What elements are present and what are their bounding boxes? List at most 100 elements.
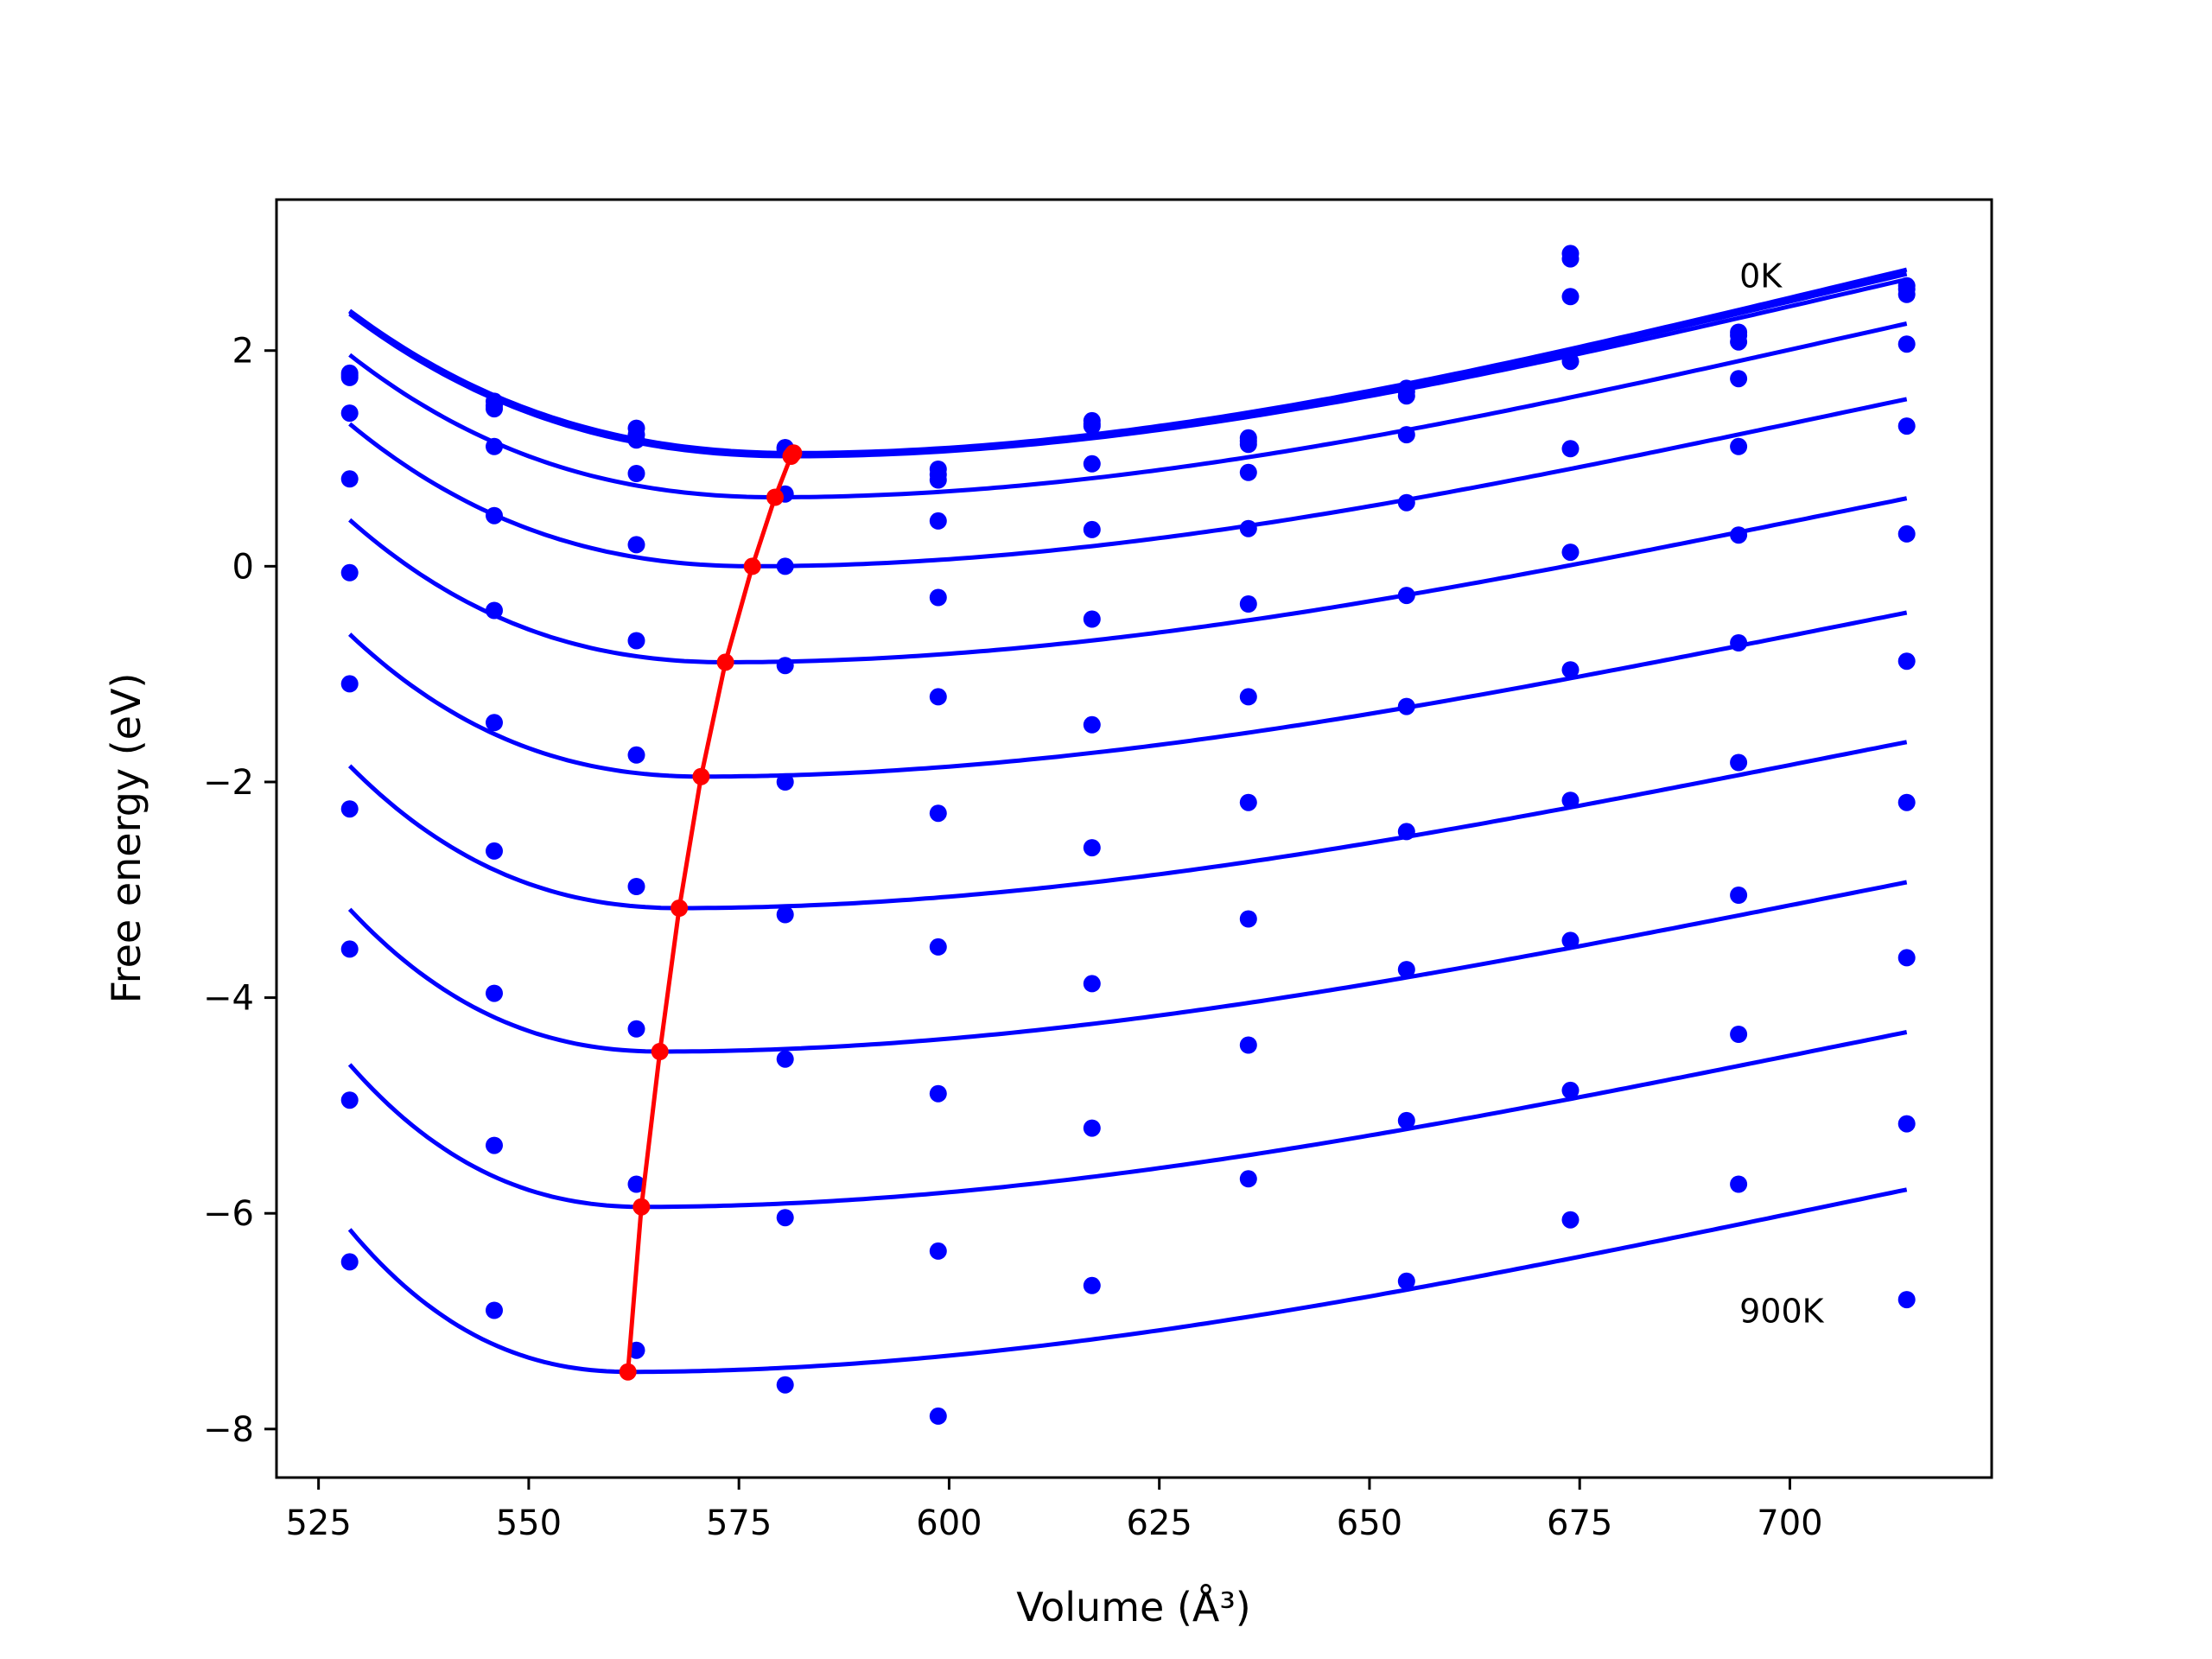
data-point-5-8 (1561, 543, 1580, 562)
data-point-4-4 (929, 588, 947, 607)
data-point-6-1 (486, 714, 503, 732)
data-point-8-8 (1561, 931, 1580, 950)
y-tick-label--8: −8 (203, 1410, 254, 1450)
data-point-2-4 (929, 471, 947, 489)
minima-point-3 (766, 488, 784, 506)
data-point-10-8 (1561, 1211, 1580, 1229)
y-tick-label--4: −4 (203, 979, 254, 1019)
data-point-2-0 (340, 368, 359, 386)
data-point-7-7 (1397, 823, 1415, 841)
x-tick-label-525: 525 (285, 1503, 351, 1543)
data-point-8-0 (340, 940, 359, 958)
data-point-2-6 (1239, 435, 1257, 454)
y-axis: −8 −6 −4 −2 0 2 (203, 332, 276, 1450)
fit-curve-6 (347, 610, 1908, 779)
data-point-3-6 (1239, 463, 1257, 481)
data-point-2-5 (1083, 417, 1101, 435)
data-point-5-6 (1239, 595, 1257, 613)
data-point-4-10 (1897, 417, 1916, 435)
data-point-3-1 (486, 437, 503, 455)
x-tick-label-700: 700 (1757, 1503, 1822, 1543)
fit-curve-2 (348, 276, 1908, 459)
data-point-7-6 (1239, 793, 1257, 811)
data-point-7-4 (929, 938, 947, 956)
minima-point-5 (716, 653, 734, 671)
x-tick-label-575: 575 (706, 1503, 772, 1543)
data-point-7-9 (1730, 753, 1748, 772)
data-point-6-10 (1897, 652, 1916, 671)
data-point-5-4 (929, 688, 947, 706)
data-point-6-5 (1083, 715, 1101, 734)
data-point-9-1 (486, 1136, 503, 1154)
data-point-8-4 (929, 1084, 947, 1103)
data-point-8-1 (486, 984, 503, 1002)
data-point-7-10 (1897, 793, 1916, 811)
data-point-10-9 (1730, 1175, 1748, 1193)
data-point-4-0 (340, 470, 359, 488)
data-point-9-9 (1730, 1026, 1748, 1043)
data-point-10-10 (1897, 1291, 1916, 1309)
fit-curve-4 (348, 397, 1908, 569)
x-tick-label-625: 625 (1127, 1503, 1192, 1543)
fit-curve-7 (347, 740, 1908, 911)
data-point-4-3 (776, 557, 794, 575)
data-point-8-7 (1397, 961, 1415, 979)
fit-curve-9 (347, 1030, 1908, 1210)
data-point-3-2 (627, 465, 645, 482)
data-point-2-2 (627, 431, 645, 449)
data-point-10-1 (486, 1301, 503, 1319)
fit-curve-3 (348, 321, 1908, 499)
data-point-2-9 (1730, 333, 1748, 351)
data-point-2-8 (1561, 288, 1580, 306)
data-point-4-5 (1083, 520, 1101, 538)
plot-area (275, 198, 1993, 1479)
data-point-6-3 (776, 773, 794, 791)
minima-point-2 (782, 448, 800, 465)
data-point-8-10 (1897, 949, 1916, 967)
data-points (340, 245, 1916, 1425)
data-point-4-8 (1561, 440, 1580, 458)
data-point-5-1 (486, 601, 503, 620)
data-point-1-8 (1561, 250, 1580, 268)
x-tick-label-650: 650 (1337, 1503, 1402, 1543)
data-point-3-4 (929, 512, 947, 530)
data-point-7-2 (627, 878, 645, 895)
x-tick-label-600: 600 (916, 1503, 982, 1543)
minima-point-10 (619, 1363, 637, 1381)
data-point-3-8 (1561, 353, 1580, 371)
data-point-8-5 (1083, 975, 1101, 993)
data-point-10-7 (1397, 1272, 1415, 1290)
data-point-10-0 (340, 1253, 359, 1271)
data-point-8-2 (627, 1020, 645, 1038)
data-point-5-0 (340, 563, 359, 582)
y-tick-label-0: 0 (232, 547, 254, 587)
data-point-5-5 (1083, 610, 1101, 628)
data-point-10-6 (1239, 1170, 1257, 1188)
y-tick-label-2: 2 (232, 332, 254, 372)
x-tick-label-550: 550 (496, 1503, 562, 1543)
data-point-7-5 (1083, 839, 1101, 857)
data-point-4-6 (1239, 519, 1257, 537)
data-point-2-1 (486, 400, 503, 418)
y-tick-label--2: −2 (203, 763, 254, 803)
data-point-9-8 (1561, 1081, 1580, 1099)
data-point-5-10 (1897, 524, 1916, 543)
data-point-10-3 (776, 1376, 794, 1394)
data-point-2-7 (1397, 387, 1415, 405)
annotation-900k: 900K (1739, 1293, 1825, 1331)
data-point-9-6 (1239, 1036, 1257, 1054)
data-point-5-7 (1397, 587, 1415, 605)
data-point-6-8 (1561, 661, 1580, 679)
data-point-7-1 (486, 842, 503, 860)
minima-point-7 (671, 899, 689, 917)
data-point-6-4 (929, 804, 947, 823)
data-point-8-6 (1239, 910, 1257, 928)
y-axis-label: Free energy (eV) (103, 673, 149, 1004)
data-point-4-7 (1397, 493, 1415, 512)
data-point-10-5 (1083, 1276, 1101, 1294)
data-point-3-10 (1897, 335, 1916, 353)
x-axis-label: Volume (Å³) (1016, 1584, 1251, 1630)
data-point-3-9 (1730, 370, 1748, 388)
data-point-4-9 (1730, 437, 1748, 455)
data-point-9-7 (1397, 1111, 1415, 1129)
